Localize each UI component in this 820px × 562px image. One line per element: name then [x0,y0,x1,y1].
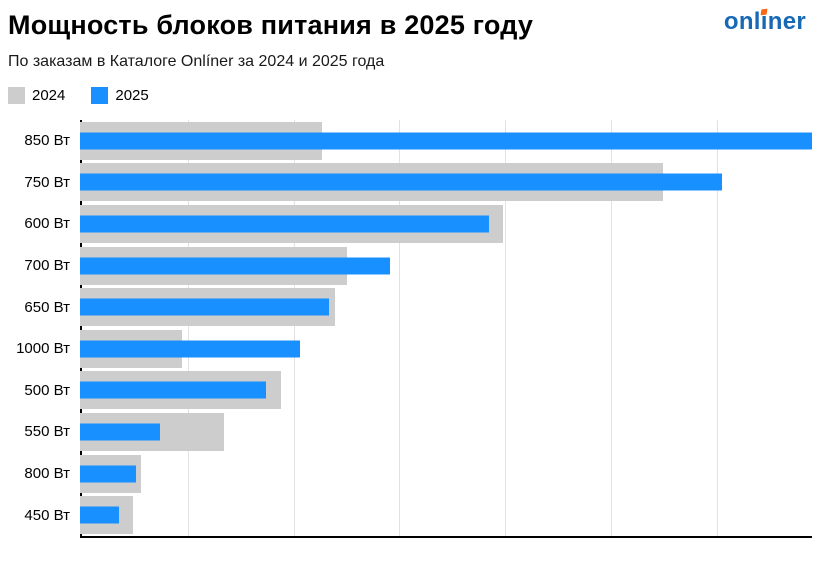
bar-2025 [80,340,300,358]
chart-row: 500 Вт [8,370,812,412]
bar-2025 [80,257,390,275]
bar-group [80,328,812,370]
bar-2025 [80,465,137,483]
logo-text-i: ı [760,8,768,35]
gridline [716,120,718,536]
bar-2025 [80,298,329,316]
bar-group [80,494,812,536]
category-label: 1000 Вт [16,340,70,358]
logo-text-post: ner [767,8,806,35]
chart-row: 450 Вт [8,494,812,536]
bar-2025 [80,381,266,399]
category-label: 800 Вт [24,465,70,483]
bar-group [80,453,812,495]
gridline [187,120,189,536]
gridline [293,120,295,536]
legend-label-2024: 2024 [32,87,66,104]
chart-row: 800 Вт [8,453,812,495]
chart-gridlines [80,120,812,538]
bar-chart: 850 Вт 750 Вт 600 Вт 700 Вт 650 Вт 1000 Вт 500… [8,120,812,538]
chart-row: 550 Вт [8,411,812,453]
chart-row: 850 Вт [8,120,812,162]
bar-2025 [80,215,490,233]
logo-i-dot-icon: ı [760,8,768,36]
category-label: 550 Вт [24,423,70,441]
category-label: 650 Вт [24,298,70,316]
category-label: 450 Вт [24,506,70,524]
bar-2025 [80,173,722,191]
gridline [505,120,507,536]
bar-2025 [80,423,160,441]
bar-group [80,370,812,412]
chart-row: 1000 Вт [8,328,812,370]
legend-item-2025: 2025 [91,87,149,104]
legend-label-2025: 2025 [115,87,149,104]
chart-row: 700 Вт [8,245,812,287]
bar-2025 [80,506,119,524]
category-label: 750 Вт [24,173,70,191]
bar-group [80,162,812,204]
bar-group [80,120,812,162]
chart-row: 750 Вт [8,162,812,204]
category-label: 600 Вт [24,215,70,233]
bar-2025 [80,132,812,150]
logo-text-pre: onl [723,8,761,35]
category-label: 500 Вт [24,381,70,399]
chart-row: 600 Вт [8,203,812,245]
bar-group [80,245,812,287]
legend-swatch-2024 [8,87,25,104]
category-label: 700 Вт [24,257,70,275]
page-title: Мощность блоков питания в 2025 году [8,10,534,40]
gridline [399,120,401,536]
legend-swatch-2025 [91,87,109,104]
gridline [610,120,612,536]
bar-group [80,203,812,245]
legend-item-2024: 2024 [8,87,65,104]
chart-row: 650 Вт [8,286,812,328]
header: Мощность блоков питания в 2025 году onl ı… [8,6,812,41]
orange-dot-icon [760,8,768,16]
onliner-logo: onl ıner [724,6,812,36]
legend: 2024 2025 [8,87,812,104]
category-label: 850 Вт [24,132,70,150]
chart-rows: 850 Вт 750 Вт 600 Вт 700 Вт 650 Вт 1000 Вт 500… [8,120,812,536]
subtitle: По заказам в Каталоге Onlíner за 2024 и … [8,53,385,70]
bar-group [80,411,812,453]
bar-group [80,286,812,328]
